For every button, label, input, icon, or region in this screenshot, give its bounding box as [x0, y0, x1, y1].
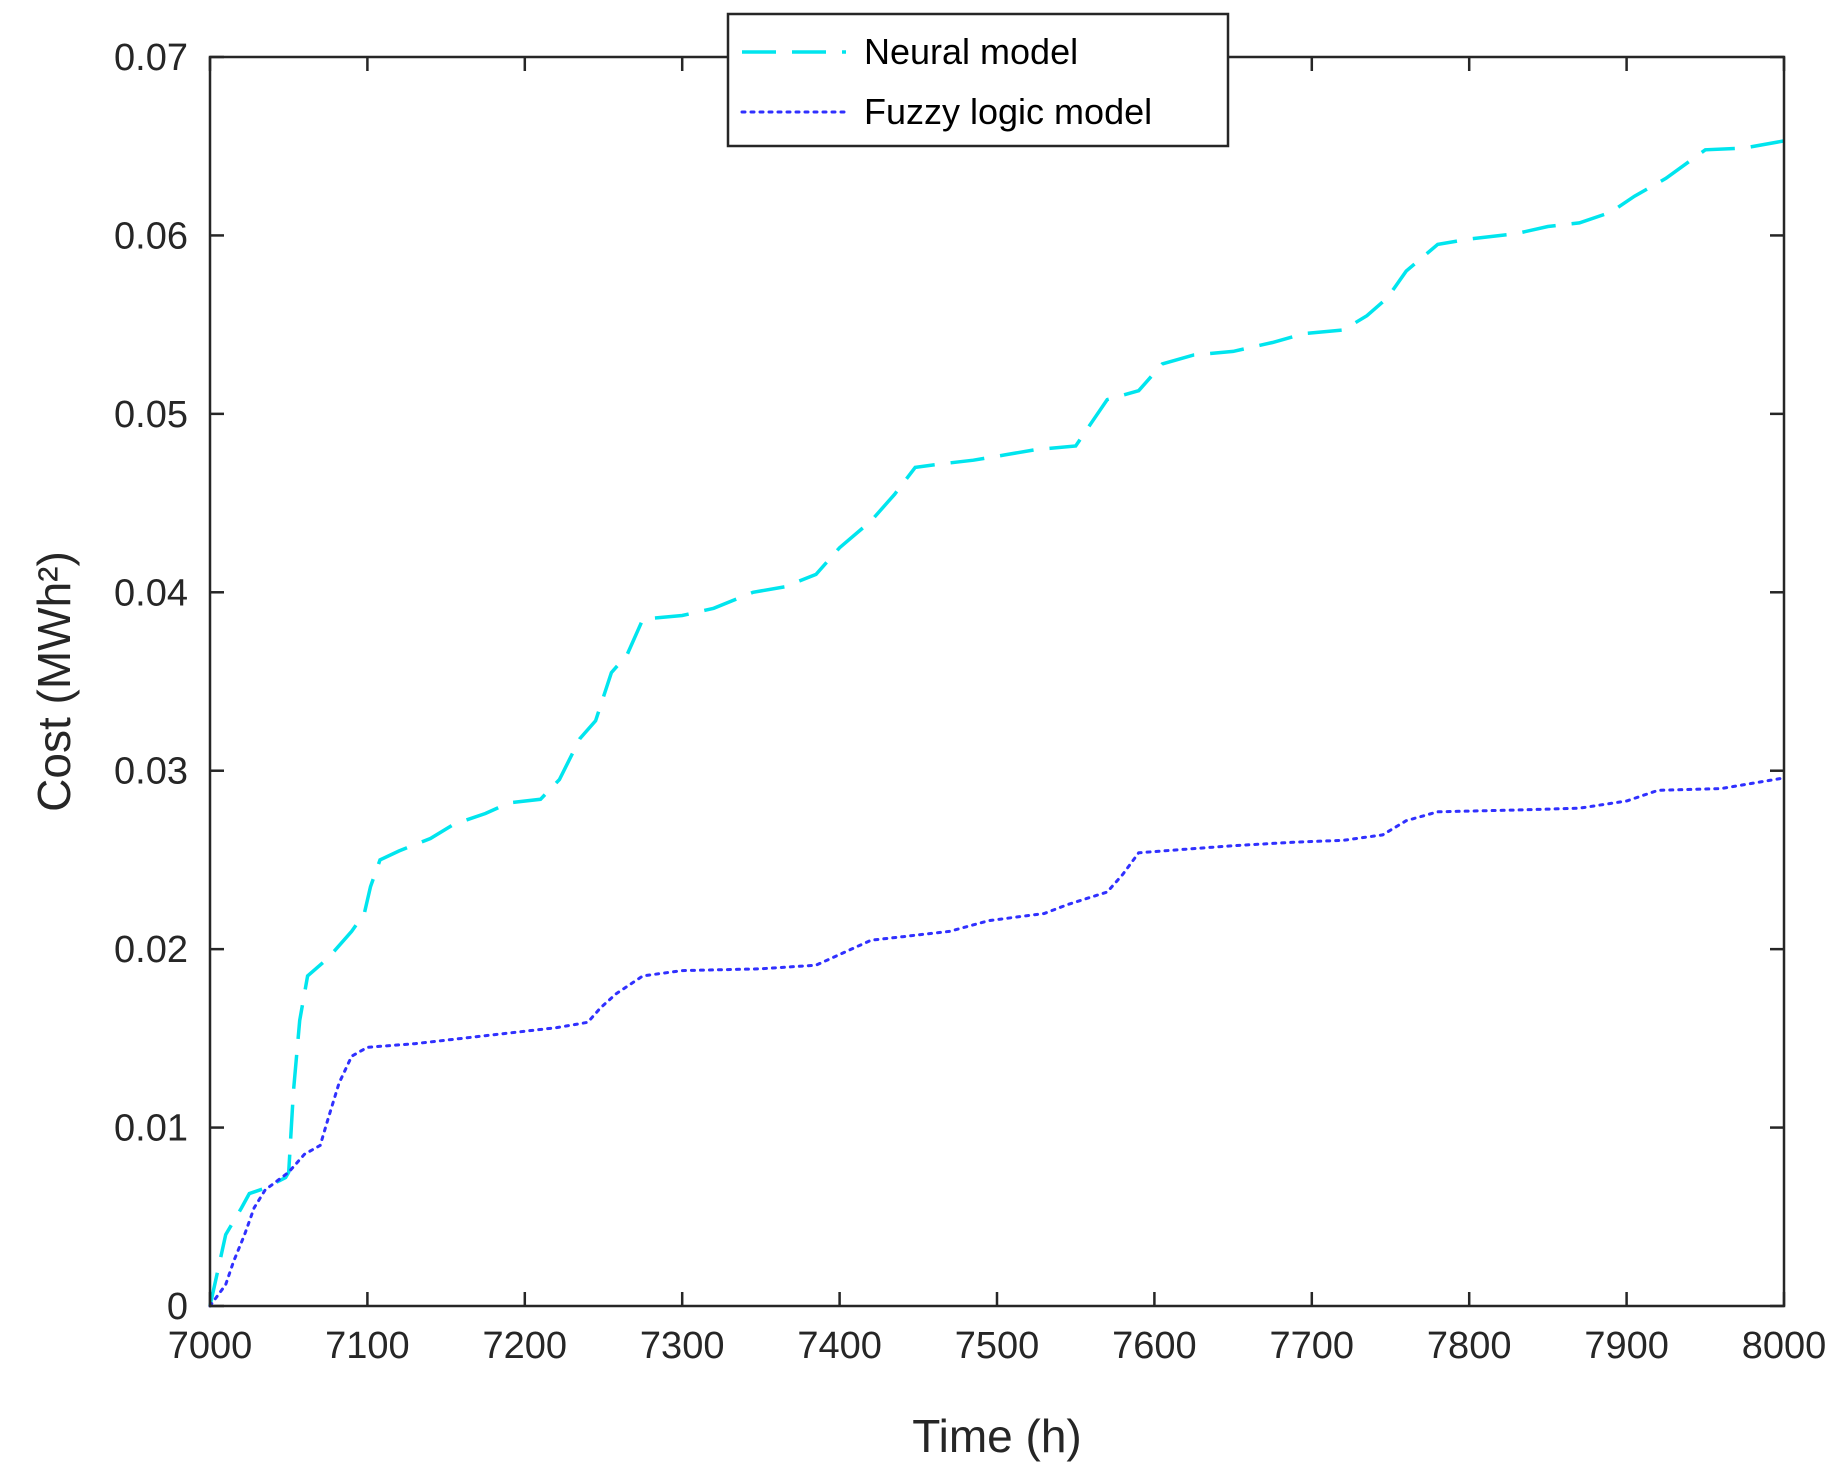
x-tick-label: 7800	[1427, 1325, 1512, 1367]
y-tick-label: 0.07	[114, 37, 188, 79]
x-axis-title: Time (h)	[912, 1410, 1082, 1462]
y-tick-label: 0.03	[114, 751, 188, 793]
series-line-0	[208, 139, 1785, 1307]
series-line-1	[208, 776, 1786, 1308]
x-tick-label: 7600	[1112, 1325, 1197, 1367]
y-tick-label: 0.02	[114, 929, 188, 971]
x-tick-label: 7000	[168, 1325, 253, 1367]
x-tick-label: 7100	[325, 1325, 410, 1367]
y-tick-label: 0	[167, 1286, 188, 1328]
x-axis: 7000 7100 7200 7300 7400 7500 7600 7700 7800 7900…	[168, 57, 1827, 1367]
x-tick-label: 7900	[1584, 1325, 1669, 1367]
y-axis: 0 0.01 0.02 0.03 0.04 0.05 0.06 0.07	[114, 37, 1784, 1328]
x-tick-label: 7500	[955, 1325, 1040, 1367]
legend-label-neural-model: Neural model	[864, 31, 1078, 72]
x-tick-label: 7400	[797, 1325, 882, 1367]
y-tick-label: 0.04	[114, 572, 188, 614]
y-axis-title: Cost (MWh²)	[28, 551, 80, 812]
x-tick-label: 7200	[483, 1325, 568, 1367]
x-tick-label: 7700	[1270, 1325, 1355, 1367]
series-layer	[208, 139, 1786, 1308]
y-tick-label: 0.05	[114, 394, 188, 436]
x-tick-label: 8000	[1742, 1325, 1827, 1367]
x-tick-label: 7300	[640, 1325, 725, 1367]
legend: Neural model Fuzzy logic model	[726, 12, 1230, 148]
y-tick-label: 0.01	[114, 1108, 188, 1150]
legend-box	[726, 12, 1230, 148]
y-tick-label: 0.06	[114, 215, 188, 257]
legend-label-fuzzy-logic-model: Fuzzy logic model	[864, 91, 1152, 132]
